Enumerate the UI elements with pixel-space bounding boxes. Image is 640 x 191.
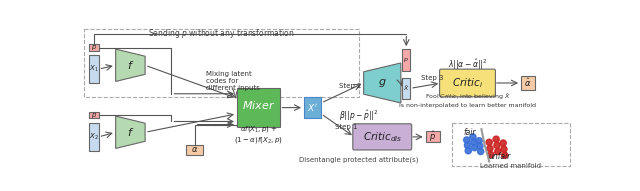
FancyBboxPatch shape: [426, 131, 440, 142]
Text: $\lambda||\alpha - \hat{\alpha}||^2$: $\lambda||\alpha - \hat{\alpha}||^2$: [448, 58, 487, 73]
Circle shape: [494, 142, 500, 148]
Text: unfair: unfair: [489, 152, 511, 161]
Circle shape: [465, 142, 470, 148]
Text: $p$: $p$: [403, 56, 409, 64]
Text: Sending $p$ without any transformation: Sending $p$ without any transformation: [148, 27, 294, 40]
Circle shape: [463, 137, 470, 143]
FancyBboxPatch shape: [521, 76, 535, 90]
Polygon shape: [116, 49, 145, 81]
Text: $Critic_i$: $Critic_i$: [452, 76, 483, 90]
Circle shape: [502, 152, 508, 159]
Text: $X_2$: $X_2$: [89, 132, 99, 142]
FancyBboxPatch shape: [403, 49, 410, 71]
Circle shape: [472, 145, 477, 151]
Text: $Critic_{dis}$: $Critic_{dis}$: [363, 130, 402, 144]
Text: Mixing latent
codes for
different inputs: Mixing latent codes for different inputs: [205, 71, 259, 91]
Text: Learned manifold: Learned manifold: [481, 163, 541, 169]
Circle shape: [470, 134, 476, 140]
Circle shape: [487, 145, 493, 151]
FancyBboxPatch shape: [90, 112, 99, 118]
Text: $\beta||p - \hat{p}||^2$: $\beta||p - \hat{p}||^2$: [339, 108, 379, 123]
FancyBboxPatch shape: [403, 78, 410, 99]
Text: $X_1$: $X_1$: [89, 64, 99, 74]
Text: Disentangle protected attribute(s): Disentangle protected attribute(s): [300, 157, 419, 163]
FancyBboxPatch shape: [90, 45, 99, 51]
Circle shape: [493, 136, 499, 142]
Circle shape: [501, 146, 507, 152]
Circle shape: [500, 140, 506, 146]
Text: Fool $Critic_i$ into believing $\hat{X}$
is non-interpolated to learn better man: Fool $Critic_i$ into believing $\hat{X}$…: [399, 92, 536, 108]
Text: $\alpha f(X_1,p)+$
$(1-\alpha)f(X_2,p)$: $\alpha f(X_1,p)+$ $(1-\alpha)f(X_2,p)$: [234, 124, 283, 145]
Text: Step 1: Step 1: [335, 124, 357, 130]
Text: $\hat{\alpha}$: $\hat{\alpha}$: [524, 77, 532, 89]
Text: $f$: $f$: [127, 59, 134, 71]
Text: $\alpha$: $\alpha$: [191, 146, 198, 155]
Circle shape: [486, 139, 492, 145]
Text: $\hat{p}$: $\hat{p}$: [429, 130, 436, 144]
FancyBboxPatch shape: [440, 69, 495, 97]
FancyBboxPatch shape: [353, 124, 412, 150]
Text: $f$: $f$: [127, 126, 134, 138]
FancyBboxPatch shape: [186, 145, 204, 155]
Polygon shape: [116, 116, 145, 148]
FancyBboxPatch shape: [237, 88, 280, 127]
Circle shape: [465, 148, 472, 154]
Circle shape: [495, 148, 501, 155]
Circle shape: [477, 148, 484, 155]
Text: Step 2: Step 2: [339, 83, 361, 89]
Circle shape: [476, 138, 482, 144]
Text: fair: fair: [463, 128, 476, 137]
Polygon shape: [364, 63, 401, 103]
Text: Step 3: Step 3: [421, 75, 444, 81]
Text: $X'$: $X'$: [307, 102, 318, 113]
Circle shape: [470, 139, 477, 145]
Text: $Mixer$: $Mixer$: [242, 99, 275, 111]
Text: $g$: $g$: [378, 77, 387, 89]
FancyBboxPatch shape: [90, 55, 99, 83]
FancyBboxPatch shape: [90, 123, 99, 151]
Text: $\hat{X}$: $\hat{X}$: [403, 83, 410, 93]
Text: $p$: $p$: [91, 43, 97, 52]
FancyBboxPatch shape: [304, 97, 321, 118]
Text: $p$: $p$: [91, 111, 97, 120]
Circle shape: [477, 143, 483, 149]
Circle shape: [488, 151, 494, 158]
